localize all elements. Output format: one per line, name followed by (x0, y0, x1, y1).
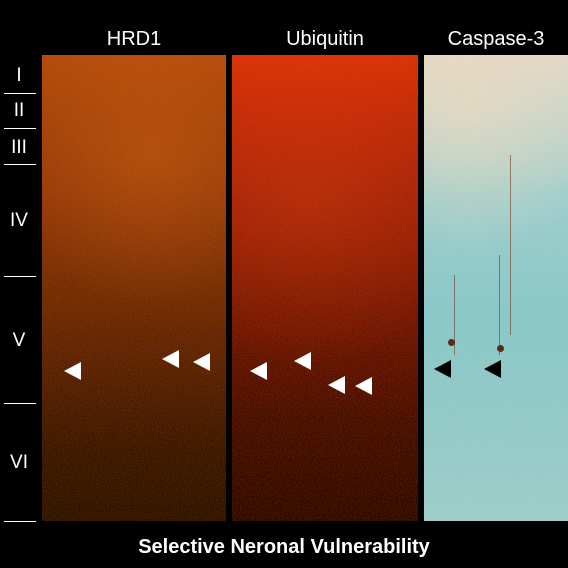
arrowhead-marker (162, 350, 179, 368)
layer-label-iii: III (11, 137, 27, 158)
arrowhead-marker (434, 360, 451, 378)
arrowhead-marker (355, 377, 372, 395)
layer-label-i: I (16, 65, 22, 86)
caspase-3-stain-panel (424, 55, 568, 521)
column-label-hrd1: HRD1 (106, 28, 162, 50)
layer-label-ii: II (13, 100, 25, 121)
neuron-process (510, 155, 511, 335)
layer-divider (4, 276, 36, 277)
arrowhead-marker (193, 353, 210, 371)
arrowhead-marker (64, 362, 81, 380)
neuron-process (499, 255, 500, 355)
ubiquitin-texture (232, 55, 418, 521)
neuron-process (454, 275, 455, 355)
arrowhead-marker (328, 376, 345, 394)
stained-neuron (448, 339, 455, 346)
stained-neuron (497, 345, 504, 352)
caspase-3-texture (424, 55, 568, 521)
arrowhead-marker (484, 360, 501, 378)
column-label-ubiquitin: Ubiquitin (286, 28, 364, 50)
layer-divider (4, 93, 36, 94)
hrd1-stain-panel (42, 55, 226, 521)
layer-label-vi: VI (10, 452, 28, 473)
layer-divider (4, 164, 36, 165)
figure-caption: Selective Neronal Vulnerability (138, 536, 430, 558)
hrd1-texture (42, 55, 226, 521)
layer-divider (4, 403, 36, 404)
layer-divider (4, 128, 36, 129)
layer-divider (4, 521, 36, 522)
ubiquitin-stain-panel (232, 55, 418, 521)
layer-label-iv: IV (10, 210, 28, 231)
arrowhead-marker (250, 362, 267, 380)
column-label-caspase-3: Caspase-3 (447, 28, 545, 50)
layer-label-v: V (12, 330, 26, 351)
arrowhead-marker (294, 352, 311, 370)
